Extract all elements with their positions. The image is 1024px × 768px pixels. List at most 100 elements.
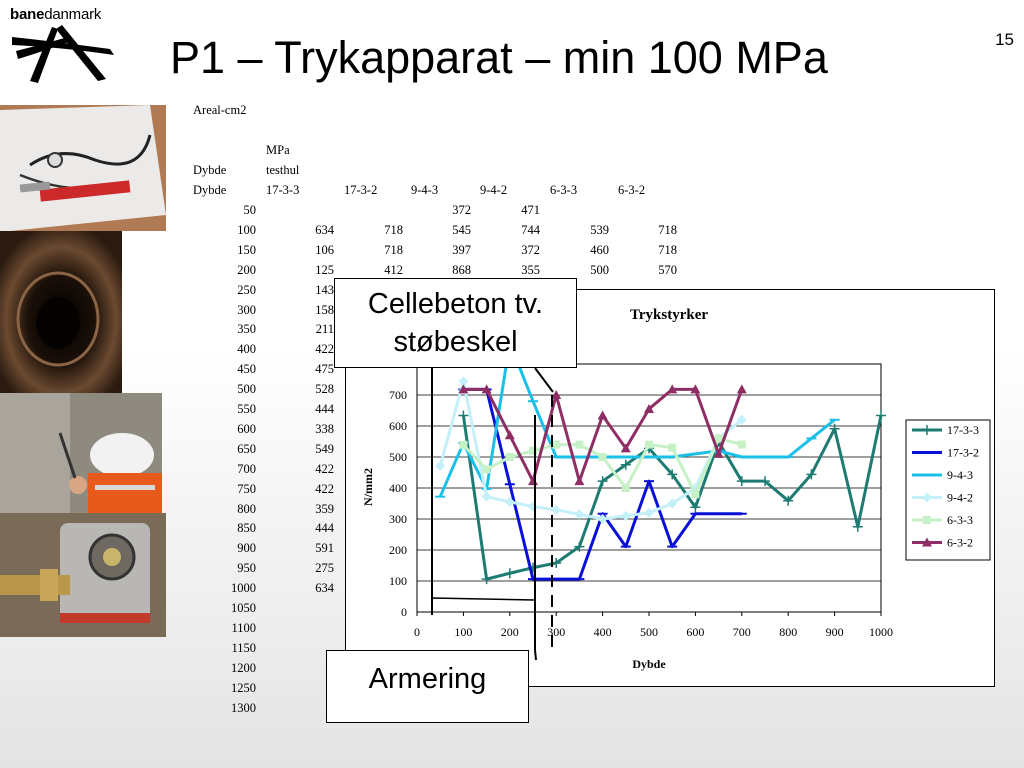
data-point	[783, 495, 794, 506]
value-cell: 591	[315, 541, 334, 556]
column-header: 9-4-2	[480, 183, 508, 197]
worker-photo	[0, 393, 162, 513]
depth-cell: 450	[237, 362, 256, 377]
legend-label: 9-4-2	[947, 491, 973, 505]
data-point	[504, 496, 515, 507]
x-tick-label: 0	[414, 625, 420, 639]
data-point	[529, 446, 537, 455]
depth-cell: 900	[237, 541, 256, 556]
x-axis-label: Dybde	[632, 657, 666, 671]
data-point	[713, 448, 724, 458]
data-point	[575, 440, 584, 449]
value-cell: 634	[315, 581, 334, 596]
value-cell: 545	[452, 222, 471, 237]
chart-canvas: Trykstyrker 0 100 200 300 400 500 600 700 800 0 10…	[361, 307, 991, 671]
column-header: 17-3-3	[266, 183, 300, 197]
y-tick-label: 700	[389, 388, 407, 402]
data-point	[806, 469, 817, 480]
value-cell: 634	[315, 222, 334, 237]
legend-label: 6-3-3	[947, 513, 973, 527]
depth-cell: 200	[237, 262, 256, 277]
x-tick-label: 800	[779, 625, 797, 639]
testhul-label: testhul	[266, 163, 300, 177]
column-header: 6-3-3	[550, 183, 578, 197]
data-point	[552, 440, 561, 449]
value-cell: 718	[658, 242, 677, 257]
data-point	[644, 403, 654, 413]
data-point	[621, 484, 630, 492]
value-cell: 718	[658, 222, 677, 237]
value-cell: 500	[590, 262, 609, 277]
legend-label: 17-3-2	[947, 446, 979, 460]
column-header: 17-3-2	[344, 183, 378, 197]
data-point	[644, 507, 654, 518]
pump-photo	[0, 105, 166, 231]
data-point	[736, 476, 747, 487]
legend-marker	[922, 492, 932, 503]
column-header: 9-4-3	[411, 183, 439, 197]
unit-label: MPa	[266, 143, 290, 157]
series-group	[435, 358, 886, 585]
data-point	[482, 465, 491, 474]
chart-title: Trykstyrker	[630, 307, 708, 323]
column-header: 6-3-2	[618, 183, 646, 197]
banedanmark-logo: banedanmark	[10, 6, 120, 86]
depth-cell: 750	[237, 481, 256, 496]
value-cell: 718	[384, 242, 403, 257]
page-number: 15	[995, 30, 1014, 49]
legend-frame	[905, 419, 991, 561]
data-point	[690, 502, 701, 513]
depth-cell: 600	[237, 421, 256, 436]
data-point	[574, 541, 585, 552]
data-point	[667, 498, 678, 509]
value-cell: 718	[384, 222, 403, 237]
depth-cell: 950	[237, 561, 256, 576]
x-tick-label: 200	[501, 625, 519, 639]
chart-legend: 17-3-3 17-3-2 9-4-3 9-4-2 6-3-3 6-3-2	[905, 419, 991, 561]
depth-cell: 300	[237, 302, 256, 317]
value-cell: 338	[315, 421, 334, 436]
value-cell: 471	[521, 203, 540, 217]
data-point	[876, 410, 886, 421]
y-tick-label: 600	[389, 419, 407, 433]
legend-marker	[922, 425, 932, 435]
depth-cell: 650	[237, 441, 256, 456]
value-cell: 422	[315, 481, 334, 496]
depth-cell: 1000	[231, 581, 256, 596]
data-point	[852, 521, 863, 532]
legend-label: 9-4-3	[947, 468, 973, 482]
depth-cell: 350	[237, 322, 256, 337]
y-tick-label: 300	[389, 512, 407, 526]
cellebeton-line-2: støbeskel	[393, 326, 518, 358]
data-point	[597, 410, 608, 420]
data-point	[690, 384, 701, 394]
data-point	[504, 430, 515, 440]
y-tick-label: 500	[389, 450, 407, 464]
data-point	[435, 460, 446, 471]
depth-cell: 1250	[231, 680, 256, 695]
value-cell: 275	[315, 561, 334, 576]
value-cell: 158	[315, 302, 334, 317]
data-point	[504, 568, 515, 579]
data-point	[481, 491, 492, 502]
value-cell: 460	[590, 242, 609, 257]
depth-cell: 100	[237, 222, 256, 237]
data-point	[737, 440, 746, 449]
value-cell: 106	[315, 242, 334, 257]
y-tick-label: 0	[401, 605, 407, 619]
depth-cell: 250	[237, 282, 256, 297]
depth-cell: 550	[237, 402, 256, 416]
depth-cell: 50	[243, 203, 257, 217]
data-point	[829, 423, 840, 434]
apparatus-photo	[0, 513, 166, 637]
plot-area: 0 100 200 300 400 500 600 700 800 0 100 200 300 400 50…	[389, 357, 893, 639]
data-point	[551, 390, 562, 399]
x-tick-label: 700	[733, 625, 751, 639]
data-point	[597, 514, 608, 524]
x-tick-label: 1000	[869, 625, 893, 639]
depth-cell: 800	[237, 501, 256, 516]
y-axis-label: N/mm2	[361, 468, 375, 506]
depth-cell: 150	[237, 242, 256, 257]
data-point	[667, 469, 678, 480]
depth-cell: 400	[237, 342, 256, 357]
